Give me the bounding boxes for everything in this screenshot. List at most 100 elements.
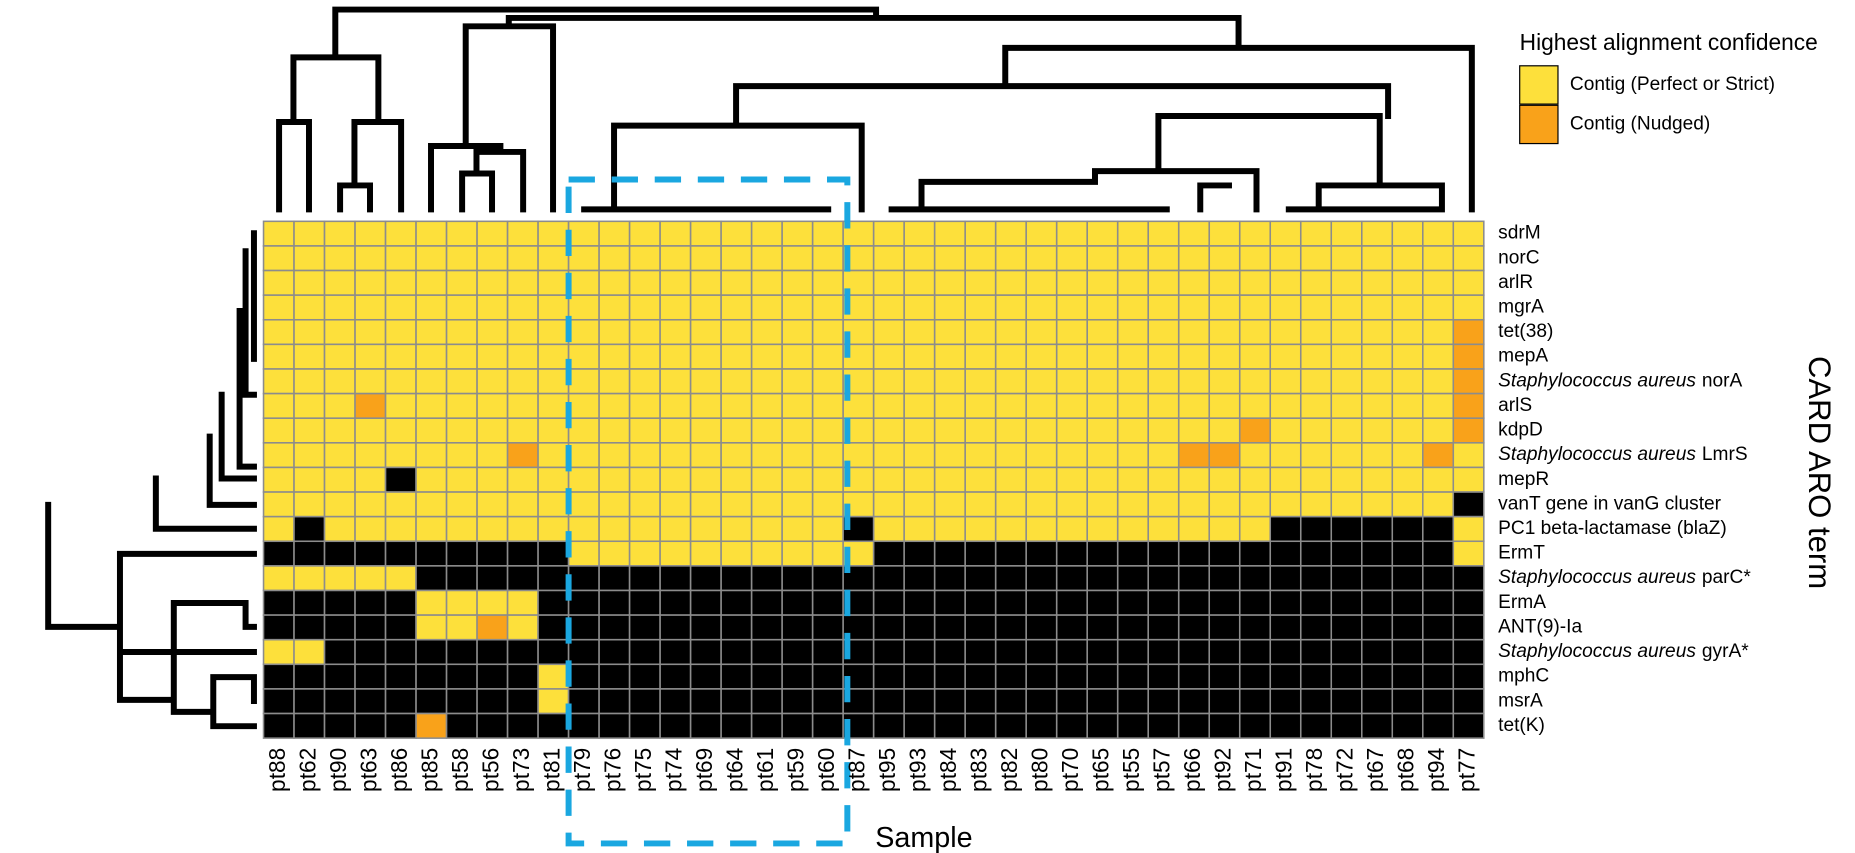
heatmap-cell: [1452, 663, 1485, 690]
heatmap-cell: [323, 442, 356, 469]
heatmap-cell: [1422, 269, 1455, 296]
heatmap-cell: [384, 245, 417, 272]
heatmap-cell: [1055, 688, 1088, 715]
heatmap-cell: [1330, 712, 1363, 739]
heatmap-cell: [1055, 368, 1088, 395]
heatmap-cell: [720, 269, 753, 296]
heatmap-cell: [323, 589, 356, 616]
heatmap-cell: [720, 318, 753, 346]
heatmap-cell: [1238, 392, 1272, 419]
heatmap-cell: [384, 269, 417, 296]
heatmap-cell: [354, 565, 387, 592]
heatmap-cell: [445, 318, 478, 346]
heatmap-cell: [903, 515, 936, 543]
heatmap-cell: [1055, 663, 1088, 690]
heatmap-cell: [293, 294, 326, 321]
heatmap-cell: [1238, 294, 1272, 321]
row-label: sdrM: [1498, 223, 1541, 244]
column-label: pt84: [935, 748, 961, 792]
heatmap-cell: [1452, 466, 1485, 493]
heatmap-cell: [1177, 294, 1211, 321]
heatmap-cell: [1422, 368, 1455, 395]
heatmap-cell: [903, 491, 936, 518]
heatmap-cell: [293, 442, 326, 469]
heatmap-cell: [781, 614, 814, 641]
heatmap-cell: [964, 368, 997, 395]
heatmap-cell: [659, 688, 692, 715]
heatmap-cell: [537, 343, 570, 370]
column-label: pt63: [355, 748, 381, 792]
heatmap-cell: [476, 688, 509, 715]
heatmap-cell: [537, 712, 570, 739]
heatmap-cell: [506, 466, 539, 493]
column-label: pt74: [660, 748, 686, 792]
heatmap-cell: [1025, 220, 1058, 247]
heatmap-cell: [598, 417, 631, 444]
heatmap-cell: [689, 368, 722, 395]
heatmap-cell: [1086, 343, 1119, 370]
heatmap-cell: [1238, 318, 1272, 346]
heatmap-cell: [811, 318, 844, 346]
heatmap-cell: [537, 318, 570, 346]
heatmap-cell: [1238, 343, 1272, 370]
heatmap-cell: [689, 417, 722, 444]
heatmap-cell: [1147, 245, 1180, 272]
heatmap-cell: [1391, 269, 1424, 296]
heatmap-cell: [445, 565, 478, 592]
heatmap-cell: [384, 392, 417, 419]
heatmap-cell: [537, 442, 570, 469]
column-label: pt79: [569, 748, 595, 792]
row-label-species: Staphylococcus aureus: [1498, 370, 1696, 391]
heatmap-cell: [1299, 589, 1333, 616]
heatmap-cell: [750, 417, 783, 444]
heatmap-cell: [1269, 466, 1302, 493]
heatmap-cell: [1086, 540, 1119, 567]
heatmap-cell: [933, 294, 966, 321]
heatmap-cell: [1116, 392, 1150, 419]
heatmap-cell: [262, 614, 295, 641]
heatmap-cell: [811, 515, 844, 543]
heatmap-cell: [1391, 565, 1424, 592]
heatmap-cell: [872, 638, 905, 666]
heatmap-cell: [720, 220, 753, 247]
heatmap-cell: [689, 245, 722, 272]
heatmap-cell: [476, 466, 509, 493]
row-label-gene: norA: [1702, 370, 1743, 391]
heatmap-cell: [1086, 294, 1119, 321]
heatmap-cell: [384, 638, 417, 666]
heatmap-cell: [1422, 589, 1455, 616]
heatmap-cell: [1330, 318, 1363, 346]
heatmap-cell: [1177, 491, 1211, 518]
heatmap-cell: [659, 442, 692, 469]
heatmap-cell: [445, 663, 478, 690]
heatmap-cell: [1147, 368, 1180, 395]
heatmap-cell: [1238, 565, 1272, 592]
heatmap-cell: [994, 614, 1027, 641]
heatmap-cell: [1116, 343, 1150, 370]
heatmap-cell: [1360, 614, 1394, 641]
heatmap-cell: [1208, 343, 1241, 370]
heatmap-cell: [567, 614, 600, 641]
heatmap-cell: [567, 491, 600, 518]
heatmap-cell: [1086, 318, 1119, 346]
heatmap-cell: [1452, 392, 1485, 419]
heatmap-cell: [537, 466, 570, 493]
heatmap-cell: [1360, 269, 1394, 296]
heatmap-cell: [262, 638, 295, 666]
heatmap-cell: [933, 417, 966, 444]
heatmap-cell: [689, 343, 722, 370]
heatmap-cell: [354, 663, 387, 690]
heatmap-cell: [384, 442, 417, 469]
heatmap-cell: [1147, 417, 1180, 444]
heatmap-cell: [1360, 663, 1394, 690]
heatmap-cell: [1330, 368, 1363, 395]
heatmap-cell: [994, 368, 1027, 395]
row-label: norC: [1498, 247, 1540, 268]
heatmap-cell: [354, 614, 387, 641]
heatmap-cell: [1025, 663, 1058, 690]
heatmap-cell: [1055, 712, 1088, 739]
heatmap-cell: [415, 565, 448, 592]
heatmap-cell: [1208, 515, 1241, 543]
heatmap-cell: [323, 343, 356, 370]
heatmap-cell: [1330, 663, 1363, 690]
